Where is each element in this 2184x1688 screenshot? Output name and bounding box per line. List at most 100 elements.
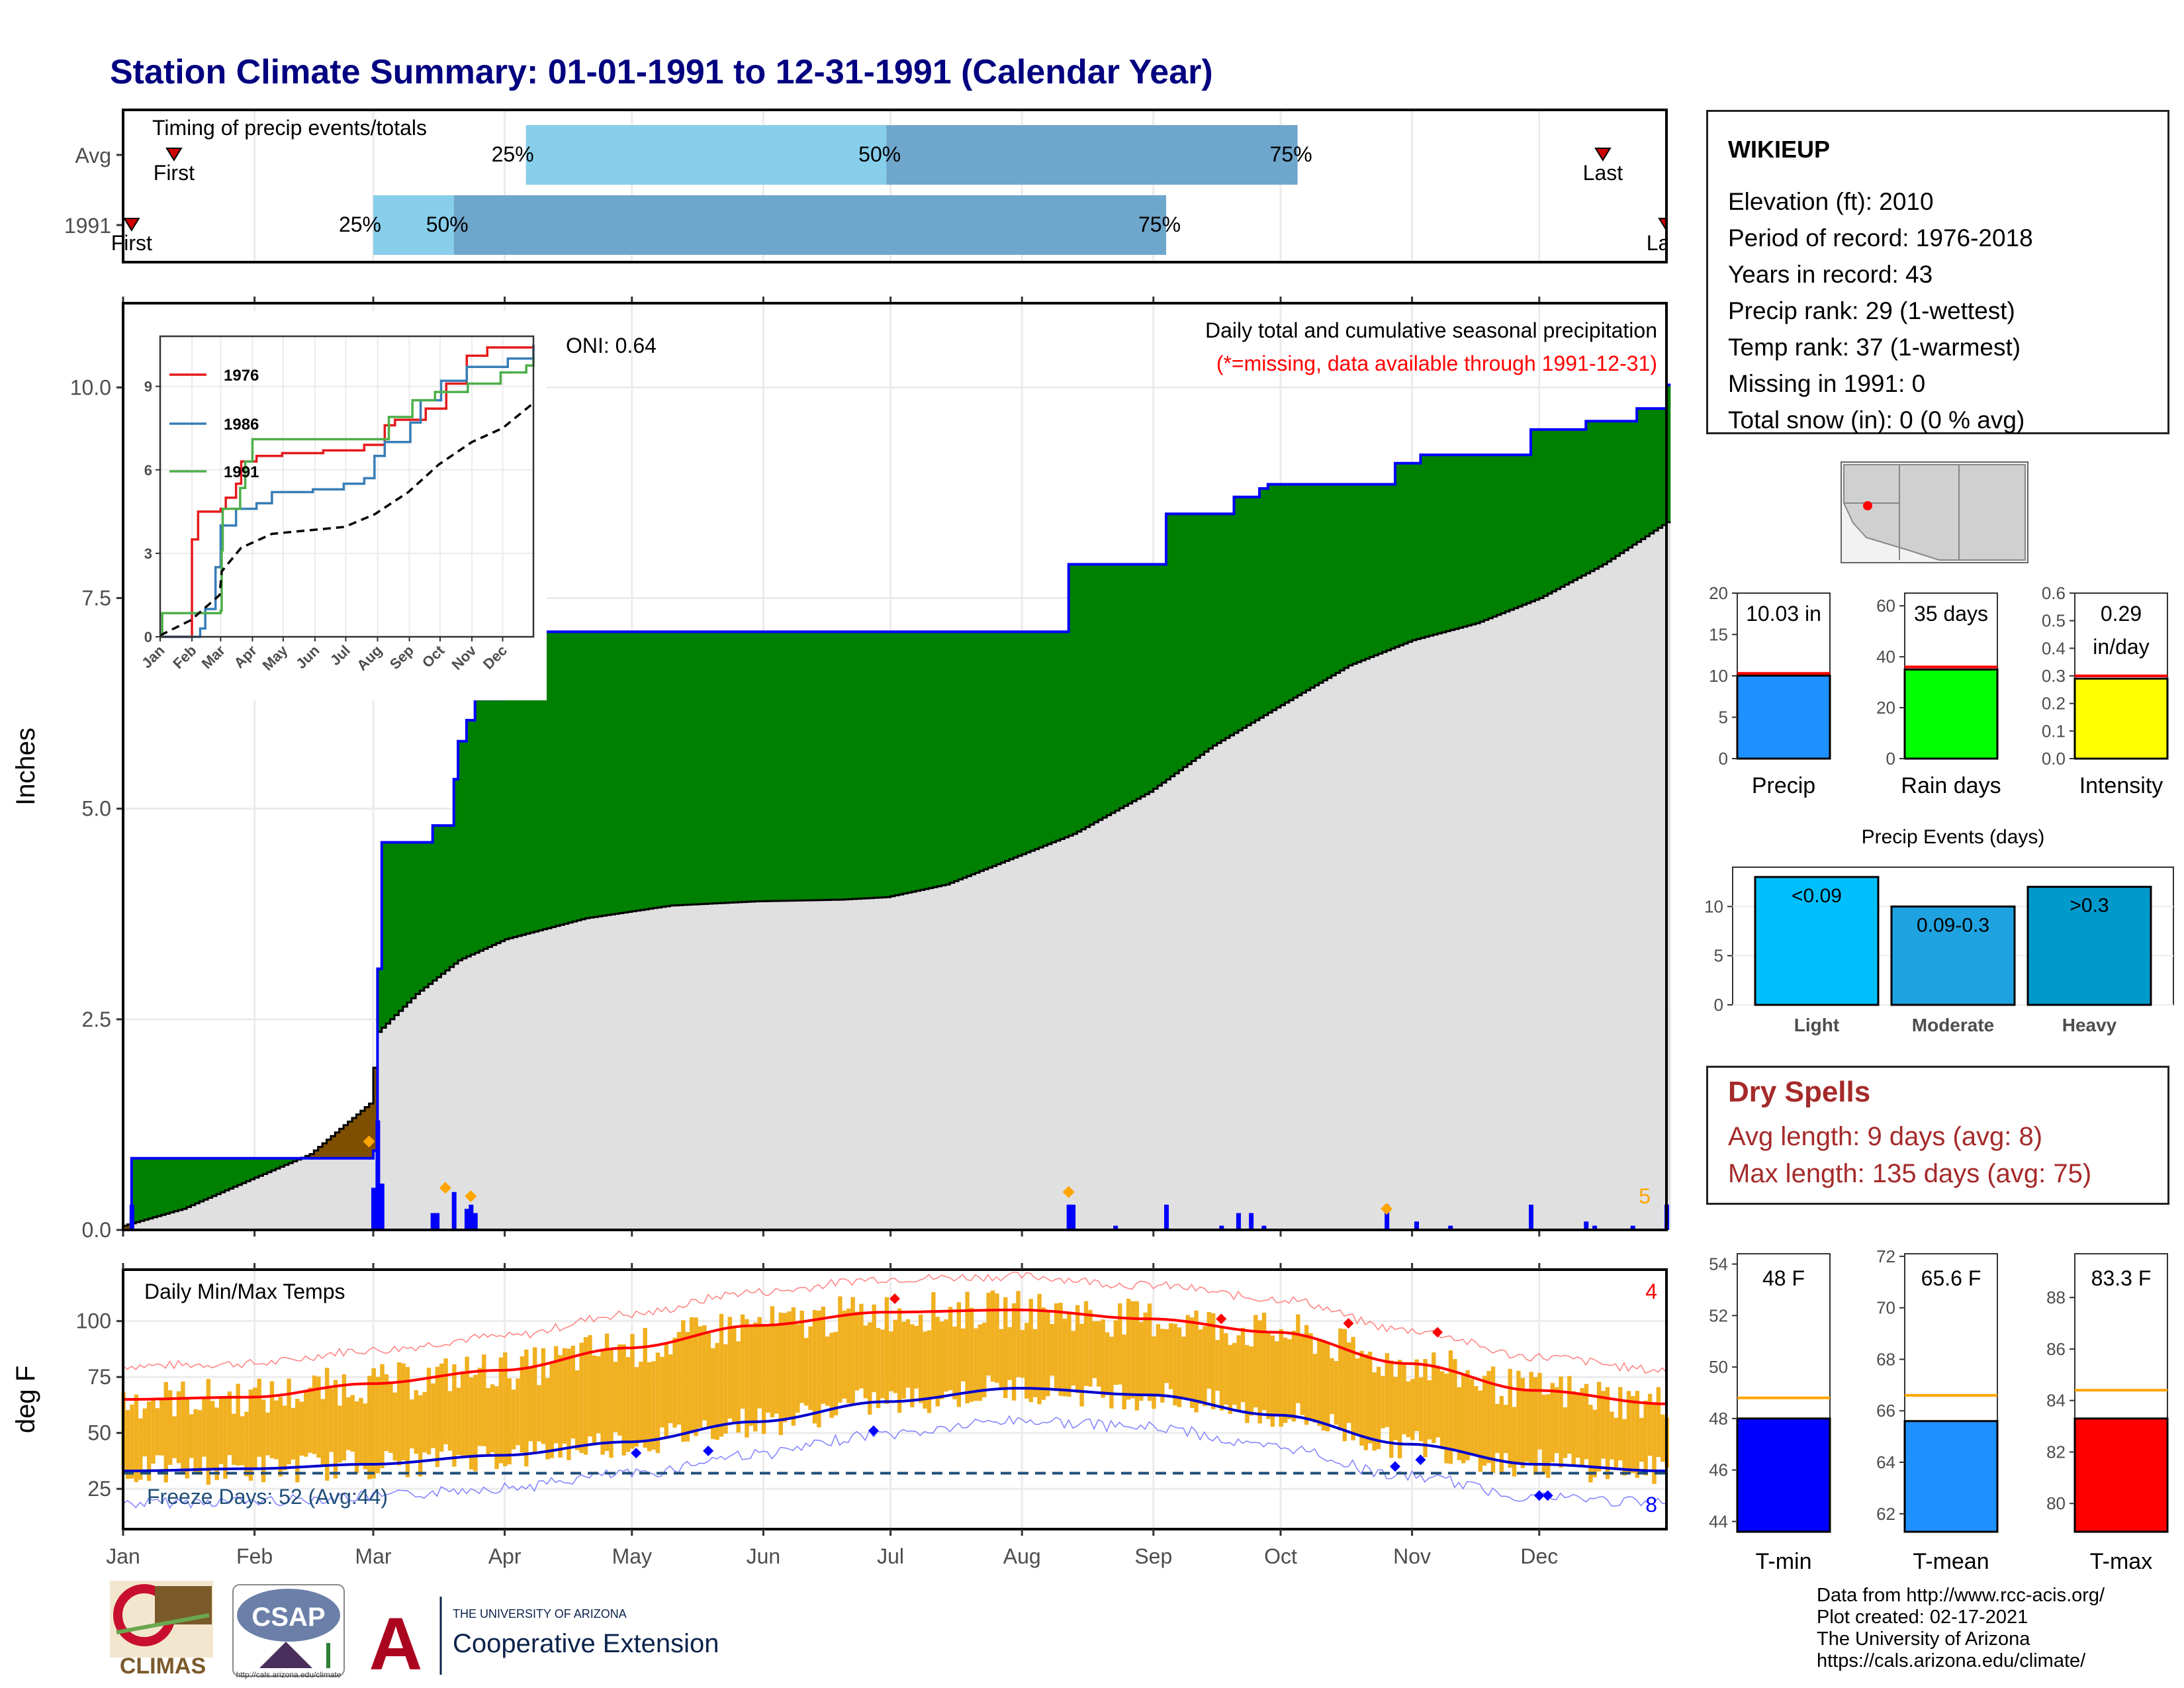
daily-temp-range-bar [974,1328,978,1401]
daily-temp-range-bar [1283,1337,1288,1423]
daily-temp-range-bar [715,1342,719,1440]
daily-temp-range-bar [1122,1335,1126,1410]
daily-temp-range-bar [1189,1317,1195,1408]
daily-temp-range-bar [1168,1323,1173,1389]
daily-temp-range-bar [1423,1359,1428,1458]
precip-count-label: 5 [1639,1184,1651,1208]
month-label: Sep [1134,1544,1172,1568]
daily-temp-range-bar [1257,1320,1262,1424]
events-y-tick-label: 5 [1714,946,1723,966]
daily-temp-range-bar [456,1387,461,1455]
daily-temp-range-bar [808,1326,813,1410]
daily-temp-range-bar [401,1363,406,1461]
daily-temp-range-bar [316,1376,321,1458]
daily-temp-range-bar [354,1401,359,1474]
inset-y-tick-label: 0 [144,629,152,645]
daily-temp-range-bar [189,1414,194,1458]
daily-temp-range-bar [821,1306,825,1404]
daily-temp-range-bar [1516,1370,1521,1464]
daily-temp-range-bar [405,1367,410,1477]
daily-temp-range-bar [261,1399,266,1483]
dry-spells-box: Dry Spells Avg length: 9 days (avg: 8) M… [1706,1066,2169,1205]
precip-event-marker [1062,1186,1075,1198]
daily-temp-range-bar [1300,1335,1304,1415]
mini-y-tick-label: 5 [1719,708,1728,727]
daily-temp-range-bar [1249,1346,1254,1416]
daily-temp-range-bar [978,1324,983,1401]
daily-temp-range-bar [214,1407,219,1480]
daily-temp-range-bar [388,1381,393,1453]
daily-temp-range-bar [384,1374,389,1452]
daily-temp-range-bar [1529,1372,1533,1464]
timing-row-label: Avg [75,144,111,167]
daily-temp-range-bar [1546,1394,1551,1478]
mini-y-tick-label: 0 [1719,749,1728,769]
timing-right-mask [1668,103,1707,269]
daily-temp-range-bar [799,1310,804,1403]
daily-temp-range-bar [1614,1417,1619,1470]
ua-extension-logo: A THE UNIVERSITY OF ARIZONA Cooperative Ex… [360,1597,719,1685]
mini-unit-label: in/day [2093,635,2149,659]
daily-temp-range-bar [567,1348,571,1460]
daily-temp-range-bar [868,1322,872,1415]
csap-url: http://cals.arizona.edu/climate [236,1670,341,1679]
daily-temp-range-bar [1130,1301,1135,1399]
daily-temp-range-bar [664,1342,668,1438]
precip-y-axis-label: Inches [11,727,40,806]
mini-value-label: 35 days [1914,602,1988,626]
temp-bar-T-max [2073,1417,2169,1533]
daily-temp-range-bar [1508,1368,1512,1468]
daily-temp-range-bar [329,1388,334,1452]
daily-temp-range-bar [461,1371,465,1456]
daily-temp-range-bar [490,1384,495,1452]
daily-temp-range-bar [1058,1303,1063,1396]
inset-legend-label: 1976 [224,367,259,385]
climas-logo-swoosh [116,1613,210,1634]
daily-temp-range-bar [1312,1354,1318,1423]
mini-bar-Intensity [2073,677,2169,760]
csap-logo: CSAP http://cals.arizona.edu/climate [232,1584,345,1679]
daily-temp-range-bar [1054,1303,1059,1391]
mini-y-tick-label: 40 [1876,647,1895,667]
daily-temp-range-bar [371,1368,376,1479]
daily-temp-range-bar [172,1416,177,1458]
daily-temp-range-bar [812,1310,817,1424]
daily-temp-range-bar [1478,1390,1483,1472]
daily-temp-range-bar [1134,1301,1140,1411]
daily-temp-range-bar [193,1409,198,1475]
precip-caption: Daily total and cumulative seasonal prec… [1205,318,1657,342]
daily-temp-range-bar [469,1377,474,1470]
location-map [1841,461,2028,563]
daily-temp-range-bar [829,1333,834,1419]
record-high-marker [889,1293,900,1304]
station-detail-line: Years in record: 43 [1728,261,1933,288]
daily-temp-range-bar [1016,1291,1021,1378]
daily-temp-range-bar [694,1317,698,1436]
temp-bar-y-tick-label: 86 [2046,1339,2066,1359]
daily-temp-range-bar [545,1378,550,1460]
daily-temp-range-bar [668,1354,673,1423]
daily-temp-range-bar [1206,1311,1211,1389]
daily-temp-range-bar [956,1302,961,1407]
daily-temp-range-bar [232,1413,236,1465]
daily-temp-range-bar [1520,1378,1525,1468]
daily-temp-range-bar [901,1321,906,1399]
daily-precip-bar [1071,1204,1076,1230]
avg-cumulative-area [123,522,1671,1230]
daily-temp-range-bar [1240,1327,1246,1403]
month-label: Mar [355,1544,391,1568]
daily-temp-range-bar [236,1383,240,1466]
daily-temp-range-bar [952,1327,957,1399]
mini-y-tick-label: 60 [1876,596,1895,616]
month-label: Jun [747,1544,781,1568]
daily-temp-range-bar [905,1319,911,1388]
daily-temp-range-bar [1203,1326,1207,1407]
daily-temp-range-bar [630,1334,635,1449]
daily-temp-range-bar [341,1374,347,1461]
temp-y-tick-label: 25 [87,1477,111,1501]
mini-bar-Precip [1736,675,1831,760]
daily-temp-range-bar [990,1290,995,1382]
daily-temp-range-bar [240,1416,245,1466]
mini-y-tick-label: 0.1 [2042,721,2066,741]
